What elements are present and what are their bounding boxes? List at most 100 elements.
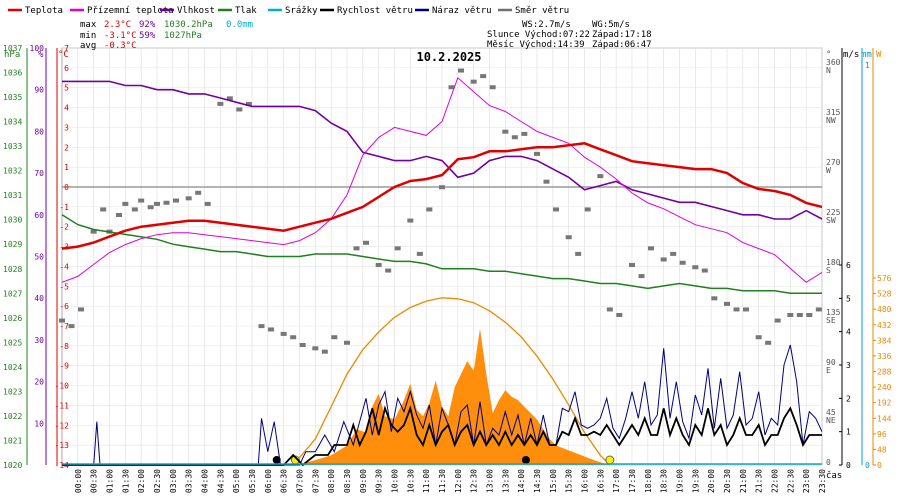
pressure-tick-label: 1022 (3, 412, 22, 421)
wind-direction-point (616, 313, 623, 317)
wind-direction-point (521, 131, 528, 136)
x-tick-label: 18:30 (660, 469, 669, 493)
wind-direction-point (511, 135, 518, 140)
x-tick-label: 07:30 (311, 469, 320, 493)
humidity-tick-label: 80 (34, 127, 44, 136)
x-tick-label: 02:00 (137, 469, 146, 493)
info-moonset: Západ:06:47 (592, 40, 652, 50)
chart-title: 10.2.2025 (416, 50, 481, 64)
humidity-tick-label: 60 (34, 211, 44, 220)
wind-direction-point (163, 200, 170, 205)
x-tick-label: 19:30 (691, 469, 700, 493)
wind-direction-point (724, 301, 730, 306)
wind-direction-point (185, 196, 192, 201)
x-tick-label: 11:00 (422, 469, 431, 493)
wind-direction-point (147, 205, 154, 210)
direction-tick-label: 135 (826, 308, 841, 317)
wind-direction-point (426, 207, 433, 212)
humidity-axis-unit: % (38, 50, 44, 60)
pressure-tick-label: 1029 (3, 240, 22, 249)
x-tick-label: 02:30 (153, 469, 162, 493)
humidity-line (62, 80, 823, 220)
x-tick-label: 07:00 (296, 469, 305, 493)
x-tick-label: 08:00 (327, 469, 336, 493)
speed-tick-label: 6 (846, 261, 851, 270)
wind-direction-point (660, 257, 667, 262)
pressure-tick-label: 1034 (3, 118, 22, 127)
radiation-tick-label: 144 (877, 414, 892, 423)
temp-tick-label: -10 (55, 382, 70, 391)
radiation-tick-label: 480 (877, 305, 892, 314)
wind-direction-point (363, 240, 369, 245)
pressure-tick-label: 1036 (3, 69, 22, 78)
temp-tick-label: -14 (55, 461, 70, 470)
wind-direction-point (489, 85, 496, 90)
wind-direction-point (236, 107, 243, 112)
wind-direction-point (575, 251, 582, 256)
x-tick-label: 15:00 (549, 469, 558, 493)
wind-direction-point (679, 260, 686, 265)
solar-radiation-layer (272, 297, 615, 466)
radiation-tick-label: 0 (877, 461, 882, 470)
wind-direction-point (100, 207, 107, 212)
wind-direction-point (385, 268, 392, 273)
radiation-tick-label: 96 (877, 430, 887, 439)
x-tick-label: 08:30 (343, 469, 352, 493)
speed-tick-label: 2 (846, 394, 851, 403)
pressure-tick-label: 1037 (3, 44, 22, 53)
moonrise-marker (521, 456, 530, 464)
direction-tick-label: 225 (826, 208, 841, 217)
x-tick-label: 01:30 (121, 469, 130, 493)
pressure-tick-label: 1033 (3, 142, 22, 151)
rain-tick-label: 0 (865, 461, 870, 470)
temp-tick-label: -8 (59, 342, 69, 351)
wind-direction-point (648, 246, 654, 251)
humidity-tick-label: 20 (34, 378, 44, 387)
temp-axis-unit: °C (58, 50, 69, 60)
temp-tick-label: 7 (64, 44, 69, 53)
x-tick-label: 23:30 (818, 469, 827, 493)
wind-direction-point (59, 318, 65, 323)
temp-tick-label: 3 (64, 123, 69, 132)
temp-tick-label: 0 (64, 183, 69, 192)
x-tick-label: 09:30 (375, 469, 384, 493)
wind-direction-point (226, 96, 233, 101)
stats-max-humidity: 92% (139, 20, 156, 30)
wind-direction-point (312, 346, 319, 351)
direction-axis-unit: ° (826, 50, 831, 60)
temp-tick-label: -2 (59, 223, 69, 232)
wind-direction-point (344, 340, 350, 345)
x-tick-label: 22:30 (786, 469, 795, 493)
direction-tick-label: 270 (826, 158, 841, 167)
info-wg: WG:5m/s (592, 20, 630, 30)
pressure-tick-label: 1025 (3, 338, 22, 347)
radiation-tick-label: 192 (877, 399, 892, 408)
pressure-tick-label: 1020 (3, 461, 22, 470)
radiation-axis-unit: W (876, 50, 882, 60)
radiation-tick-label: 432 (877, 321, 892, 330)
radiation-tick-label: 336 (877, 352, 892, 361)
pressure-tick-label: 1032 (3, 167, 22, 176)
wind-direction-point (755, 335, 762, 340)
radiation-tick-label: 384 (877, 336, 892, 345)
wind-direction-point (584, 207, 591, 212)
direction-tick-label: 0 (826, 458, 831, 467)
info-sunset: Západ:17:18 (592, 30, 652, 40)
x-tick-label: 11:30 (438, 469, 447, 493)
x-tick-label: 20:00 (707, 469, 716, 493)
temp-tick-label: 2 (64, 143, 69, 152)
temp-tick-label: -11 (55, 401, 70, 410)
rain-axis-unit: mm (861, 50, 872, 60)
x-tick-label: 19:00 (676, 469, 685, 493)
temp-tick-label: -5 (59, 282, 69, 291)
radiation-tick-label: 240 (877, 383, 892, 392)
legend-label: Srážky (285, 6, 318, 16)
moonset-marker (272, 456, 281, 464)
stats-max-temp: 2.3°C (104, 20, 131, 30)
wind-direction-layer (59, 68, 822, 354)
wind-direction-point (217, 101, 224, 106)
humidity-tick-label: 50 (34, 253, 44, 262)
temperature-line (61, 142, 823, 250)
humidity-tick-label: 90 (34, 86, 44, 95)
wind-direction-point (131, 207, 138, 212)
